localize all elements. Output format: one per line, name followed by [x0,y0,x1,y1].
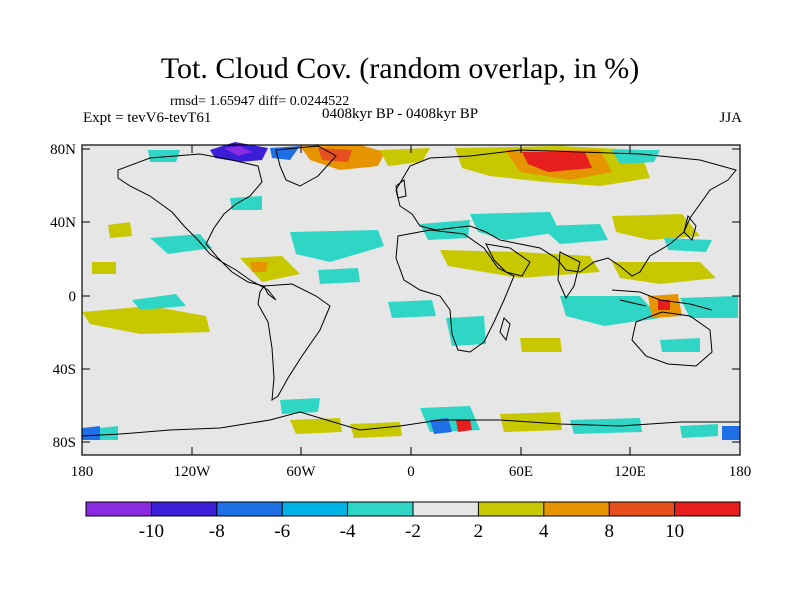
colorbar-label-neg4: -4 [340,521,356,542]
lon-label-60w: 60W [286,464,316,480]
lon-label-120e: 120E [614,464,646,480]
colorbar-bin-8 [609,502,675,516]
patch-cpacific-cyan [318,268,360,284]
lat-label-0: 0 [69,289,77,305]
patch-china-yellow [612,214,700,240]
patch-antarctic-cyan4 [680,424,718,438]
patch-s-indian-yellow [520,338,562,352]
coast-eurasia [395,149,737,277]
colorbar-label-8: 8 [604,521,614,542]
coast-japan [683,214,697,241]
patch-antarctic-blue-right [722,426,740,440]
colorbar-bin-9 [674,502,740,516]
colorbar-label-neg6: -6 [274,521,290,542]
patch-s-atlantic-cyan [388,300,436,318]
patch-asia-cyan [470,212,560,240]
patch-mediterranean-cyan [420,220,470,240]
patch-indonesia-red [658,300,670,310]
colorbar-bin-2 [216,502,283,516]
colorbar-label-2: 2 [474,521,484,542]
chart-title: Tot. Cloud Cov. (random overlap, in %) [160,52,640,85]
season-label: JJA [719,110,742,126]
colorbar-bin-7 [543,502,610,516]
patch-tropical-s-cyan [132,294,186,310]
patch-n-pacific-yellow [108,222,132,238]
colorbar-bin-4 [347,502,413,516]
rmsd-diff-stats: rmsd= 1.65947 diff= 0.0244522 [170,94,350,109]
coastlines [81,145,740,437]
colorbar-label-neg8: -8 [209,521,225,542]
lat-label-80n: 80N [50,142,76,158]
patch-siberia-red [522,152,592,172]
lon-label-120w: 120W [174,464,212,480]
patch-siberia-blue [612,150,660,164]
coast-india [557,251,581,300]
lon-label-0: 0 [407,464,415,480]
patch-pacific-yellow [612,262,716,284]
coast-arabia [485,243,531,277]
colorbar-bin-3 [282,502,348,516]
patch-n-pacific-cyan [148,150,180,162]
patch-w-pacific-cyan [664,238,712,252]
colorbar-bin-5 [413,502,479,516]
coast-south-america [257,283,331,401]
coast-uk [395,179,407,199]
colorbar-label-neg10: -10 [139,521,164,542]
lon-label-180w: 180 [71,464,94,480]
colorbar-label-10: 10 [665,521,684,542]
coast-madagascar [499,317,511,342]
lat-label-80s: 80S [53,435,76,451]
patch-india-cyan [540,224,608,244]
patch-australia-cyan [660,338,700,352]
patch-antarctic-red [456,420,472,432]
period-label: 0408kyr BP - 0408kyr BP [322,106,479,122]
colorbar-bin-0 [86,502,152,516]
patch-tropical-pacific-yellow [82,306,210,334]
patch-arctic-yellow1 [380,148,430,166]
colorbar: -10 -8 -6 -4 -2 2 4 8 10 [85,501,741,542]
patch-pacific-east-cyan [680,296,738,318]
patch-caribbean-orange [250,262,268,272]
colorbar-bin-1 [151,502,217,516]
patch-e-pacific-yellow [92,262,116,274]
anomaly-patches [82,142,740,440]
lon-ticks [81,145,741,455]
lat-label-40n: 40N [50,215,76,231]
patch-antarctic-cyan1 [280,398,320,414]
patch-s-africa-cyan [446,316,486,346]
colorbar-bin-6 [478,502,544,516]
experiment-label: Expt = tevV6-tevT61 [83,110,212,126]
colorbar-label-4: 4 [539,521,549,542]
coast-australia [631,311,713,367]
patch-antarctic-blue-left [82,426,100,440]
patch-e-pacific-cyan [230,196,262,210]
coast-indonesia [611,289,713,311]
coast-antarctica [81,411,740,437]
colorbar-label-neg2: -2 [405,521,421,542]
lat-ticks [82,148,740,443]
lon-label-60e: 60E [509,464,533,480]
patch-antarctic-blue [430,418,452,434]
lon-label-180e: 180 [729,464,752,480]
coast-africa [395,229,515,353]
patch-antarctic-yellow1 [290,418,342,434]
patch-antarctic-cyan-left [100,426,118,440]
patch-greenland-purple [224,146,252,156]
patch-antarctic-yellow2 [350,422,402,438]
coast-greenland [275,145,337,187]
patch-atlantic-cyan [290,230,384,262]
lat-label-40s: 40S [53,362,76,378]
